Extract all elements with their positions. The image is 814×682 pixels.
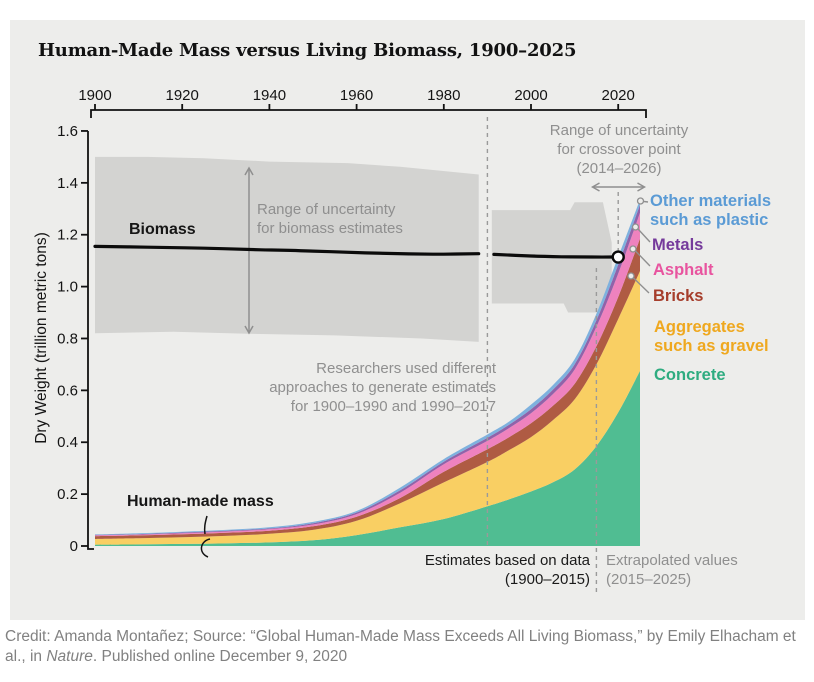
y-axis-title: Dry Weight (trillion metric tons)	[33, 232, 50, 444]
y-axis-tick-label-0.8: 0.8	[57, 330, 78, 347]
leader-dot-other-materials	[636, 197, 645, 205]
biomass-series-label: Biomass	[129, 221, 196, 238]
y-axis-tick-label-1.0: 1.0	[57, 279, 78, 296]
leader-line-bricks	[633, 277, 650, 294]
human-made-mass-label: Human-made mass	[127, 493, 274, 510]
extrapolated-label: Extrapolated values (2015–2025)	[606, 552, 738, 588]
area-concrete	[95, 370, 640, 546]
range-crossover-annotation: Range of uncertainty for crossover point…	[549, 122, 689, 177]
y-axis-tick-label-0.2: 0.2	[57, 486, 78, 503]
crossover-uncertainty-arrow	[590, 182, 647, 192]
x-axis-tick-label-2000: 2000	[514, 87, 547, 104]
y-axis-tick-label-1.2: 1.2	[57, 227, 78, 244]
x-axis-tick-label-1900: 1900	[78, 87, 111, 104]
credit-text-prefix: Credit: Amanda Montañez; Source: “Global…	[5, 628, 796, 665]
x-axis-tick-label-1960: 1960	[340, 87, 373, 104]
leader-line-metals	[637, 228, 651, 243]
area-aggregates-such-as-gravel	[95, 271, 640, 545]
x-axis-tick-label-2020: 2020	[602, 87, 635, 104]
biomass-line-segment-2	[492, 252, 620, 259]
credit-line: Credit: Amanda Montañez; Source: “Global…	[5, 627, 805, 666]
chart-title: Human-Made Mass versus Living Biomass, 1…	[38, 40, 577, 61]
y-axis-line	[87, 131, 94, 550]
credit-text-suffix: . Published online December 9, 2020	[92, 647, 348, 665]
estimates-label: Estimates based on data (1900–2015)	[424, 552, 590, 588]
range-biomass-annotation: Range of uncertainty for biomass estimat…	[257, 201, 403, 237]
leader-line-asphalt	[634, 250, 651, 267]
y-axis-tick-label-1.6: 1.6	[57, 123, 78, 140]
legend-item-other-materials: Other materials such as plastic	[650, 192, 772, 229]
legend-item-concrete: Concrete	[654, 366, 726, 384]
human-made-mass-brace	[200, 515, 211, 558]
biomass-line-segment-1	[93, 244, 481, 256]
y-axis-tick-label-0.4: 0.4	[57, 434, 78, 451]
leader-line-other-materials	[643, 200, 649, 203]
y-axis-tick-label-0.6: 0.6	[57, 382, 78, 399]
x-axis-tick-label-1920: 1920	[166, 87, 199, 104]
y-axis-tick-label-0: 0	[70, 538, 78, 555]
x-axis-line	[90, 109, 647, 118]
y-axis-tick-label-1.4: 1.4	[57, 175, 78, 192]
x-axis-tick-label-1940: 1940	[253, 87, 286, 104]
legend-item-aggregates: Aggregates such as gravel	[654, 318, 769, 355]
researchers-annotation: Researchers used different approaches to…	[269, 360, 496, 415]
legend-item-asphalt: Asphalt	[653, 261, 714, 279]
credit-text-italic: Nature	[46, 647, 93, 665]
leader-dot-bricks	[627, 272, 635, 280]
legend-item-metals: Metals	[652, 236, 704, 254]
crossover-point-marker	[611, 250, 625, 264]
leader-dot-metals	[631, 223, 640, 231]
leader-dot-asphalt	[629, 245, 637, 253]
legend-item-bricks: Bricks	[653, 287, 704, 305]
x-axis-tick-label-1980: 1980	[427, 87, 460, 104]
